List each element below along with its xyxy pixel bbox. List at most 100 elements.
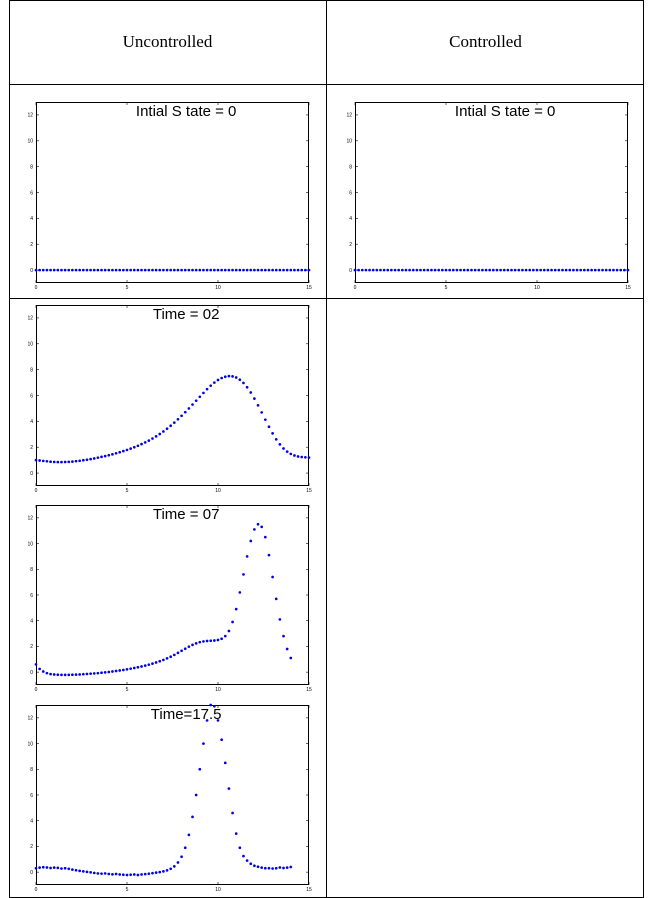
data-point (205, 387, 209, 391)
data-point (216, 719, 220, 722)
data-point (223, 375, 227, 379)
data-point (267, 425, 271, 429)
data-point (111, 872, 114, 876)
data-point (147, 663, 151, 667)
data-point (597, 268, 601, 272)
data-point (274, 597, 278, 601)
data-point (85, 268, 89, 272)
data-point (100, 872, 103, 876)
data-point (52, 673, 56, 676)
data-point (125, 667, 129, 671)
data-point (271, 575, 274, 579)
y-tick-label: 2 (30, 844, 33, 850)
data-point (122, 668, 125, 672)
data-point (234, 607, 238, 611)
data-point (202, 268, 205, 272)
table-divider-vertical (326, 0, 327, 898)
data-point (176, 268, 180, 272)
data-point (360, 268, 364, 272)
data-point (78, 869, 82, 873)
x-tick-label: 5 (126, 285, 129, 291)
data-point (45, 459, 49, 463)
x-tick-label: 10 (215, 488, 221, 494)
data-point (38, 866, 41, 869)
data-point (180, 649, 183, 653)
data-point (60, 460, 63, 464)
data-point (107, 453, 111, 457)
data-point (426, 268, 430, 272)
data-point (300, 455, 304, 459)
data-point (103, 872, 107, 875)
x-tick-label: 0 (35, 887, 38, 893)
data-point (118, 450, 122, 454)
data-point (114, 872, 118, 876)
data-point (379, 268, 382, 272)
data-point (256, 865, 260, 869)
data-point (136, 665, 140, 669)
data-point (63, 866, 67, 870)
x-tick-label: 15 (306, 887, 312, 893)
data-point (162, 430, 165, 433)
data-point (293, 268, 296, 272)
x-tick-label: 10 (215, 285, 221, 291)
data-point (304, 455, 307, 459)
data-point (158, 659, 162, 663)
data-point (245, 385, 249, 389)
data-point (41, 865, 45, 869)
data-point (34, 663, 38, 666)
data-point (165, 657, 169, 660)
data-point (41, 670, 45, 673)
data-point (143, 872, 147, 876)
data-point (187, 407, 191, 410)
y-tick-label: 2 (30, 445, 33, 451)
data-point (242, 268, 245, 272)
data-point (71, 460, 74, 463)
y-tick-label: 4 (349, 216, 352, 222)
data-point (209, 384, 213, 388)
data-point (67, 460, 71, 464)
data-point (282, 447, 285, 450)
data-point (477, 268, 481, 272)
data-point (205, 719, 209, 722)
data-point (147, 872, 151, 876)
data-point (227, 268, 231, 272)
data-point (162, 870, 165, 873)
x-tick-label: 5 (126, 488, 129, 494)
data-point (183, 846, 187, 850)
plot-title: Time = 07 (153, 506, 220, 523)
data-point (169, 867, 173, 871)
y-tick-label: 8 (30, 164, 33, 170)
data-point (89, 457, 92, 461)
data-point (267, 866, 271, 870)
data-point (419, 268, 422, 272)
data-point (205, 639, 209, 643)
chart-svg: 0 2 4 6 8 10 12 0 5 10 15 Time = 02 (27, 305, 312, 494)
data-point (220, 637, 223, 641)
data-point (140, 268, 143, 272)
y-tick-label: 4 (30, 619, 33, 625)
data-point (71, 268, 74, 272)
y-tick-label: 0 (30, 268, 33, 274)
data-point (289, 268, 293, 272)
data-point (111, 452, 114, 456)
data-point (81, 870, 85, 873)
data-point (260, 866, 264, 869)
data-point (242, 381, 245, 385)
data-point (118, 669, 122, 672)
data-point (78, 673, 82, 676)
y-tick-label: 4 (30, 419, 33, 425)
data-point (582, 268, 586, 272)
data-point (118, 268, 122, 272)
data-point (411, 268, 415, 272)
data-point (357, 268, 360, 272)
y-tick-label: 12 (346, 113, 352, 119)
data-point (194, 793, 198, 797)
plot-title: Intial S tate = 0 (136, 103, 236, 120)
data-point (45, 866, 49, 869)
data-point (282, 866, 285, 870)
data-point (129, 667, 132, 671)
data-point (122, 449, 125, 453)
data-point (234, 268, 238, 272)
data-point (532, 268, 535, 272)
data-point (249, 862, 253, 866)
